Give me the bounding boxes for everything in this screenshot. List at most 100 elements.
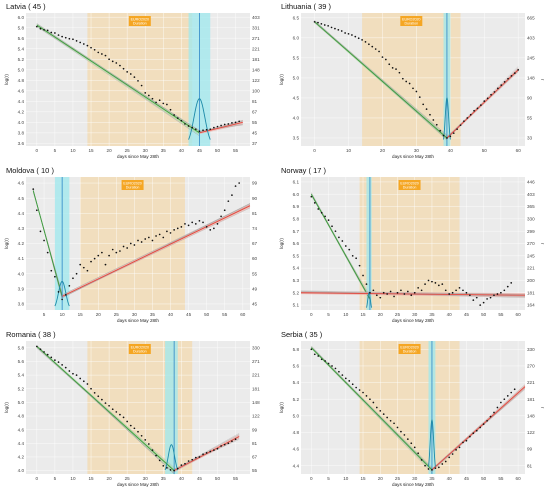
data-point <box>176 227 179 230</box>
x-tick-label: 0 <box>310 312 313 317</box>
data-point <box>424 464 426 467</box>
trend-before-line <box>314 21 448 139</box>
data-point <box>234 121 237 124</box>
y-tick-label: 3.8 <box>18 302 25 307</box>
data-point <box>403 434 406 436</box>
x-tick-label: 10 <box>60 312 66 317</box>
data-point <box>50 269 53 272</box>
data-point <box>459 124 462 127</box>
y-tick-label: 6.0 <box>18 15 25 20</box>
trend-before-bootstrap-line <box>36 26 200 136</box>
data-point <box>126 247 129 249</box>
trend-before-bootstrap-line <box>36 347 175 472</box>
data-point <box>358 264 361 267</box>
data-point <box>417 452 420 455</box>
data-point <box>209 229 212 231</box>
trend-before-bootstrap-line <box>311 347 433 474</box>
data-point <box>43 351 45 353</box>
data-point <box>507 77 509 80</box>
data-point <box>61 298 63 301</box>
x-tick-label: 40 <box>447 476 453 481</box>
y2-tick-label: 245 <box>527 253 535 258</box>
data-point <box>227 200 230 203</box>
y2-tick-label: 99 <box>252 181 258 186</box>
y2-tick-label: 122 <box>527 430 535 435</box>
x-tick-label: 25 <box>395 312 401 317</box>
data-point <box>180 464 183 466</box>
x-tick-label: 50 <box>215 148 221 153</box>
data-point <box>357 37 360 40</box>
data-point <box>489 415 492 418</box>
data-point <box>341 240 344 242</box>
data-point <box>57 291 60 293</box>
x-tick-label: 45 <box>464 312 470 317</box>
data-point <box>57 34 60 36</box>
data-point <box>429 113 431 116</box>
x-tick-label: 50 <box>481 312 487 317</box>
breakpoint-density <box>428 418 436 467</box>
data-point <box>122 416 125 419</box>
y2-tick-label: 181 <box>252 57 260 62</box>
trend-after-line <box>199 121 243 134</box>
data-point <box>458 286 461 289</box>
y-tick-label: 4.8 <box>18 78 25 83</box>
data-point <box>500 291 502 294</box>
data-point <box>469 435 471 438</box>
data-point <box>448 456 451 459</box>
data-point <box>400 289 402 292</box>
data-point <box>223 123 226 126</box>
data-point <box>331 365 333 367</box>
euro2020-window <box>87 13 193 146</box>
x-tick-label: 10 <box>346 148 352 153</box>
data-point <box>101 398 103 401</box>
data-point <box>420 289 423 292</box>
euro2020-badge-sublabel: Duration <box>133 22 147 26</box>
data-point <box>231 440 233 443</box>
data-point <box>223 443 226 446</box>
x-tick-label: 30 <box>143 148 149 153</box>
y2-tick-label: 245 <box>527 55 535 60</box>
x-tick-label: 10 <box>70 148 76 153</box>
data-point <box>462 441 464 444</box>
data-point <box>86 44 89 47</box>
data-point <box>455 289 457 292</box>
y-tick-label: 4.0 <box>18 271 25 276</box>
data-point <box>213 126 215 129</box>
y2-tick-label: 49 <box>252 286 258 291</box>
chart-panel-moldova: EURO2020 Duration 5 10 15 20 25 30 35 40 45 50 55 60 3… <box>0 164 275 328</box>
y2-tick-label: 270 <box>527 241 535 246</box>
data-point <box>437 466 440 469</box>
euro2020-badge <box>400 16 423 26</box>
data-point <box>198 456 201 458</box>
data-point <box>396 291 399 294</box>
data-point <box>442 134 445 137</box>
x-tick-label: 55 <box>498 312 504 317</box>
data-point <box>401 77 404 80</box>
x-tick-label: 10 <box>343 312 349 317</box>
data-point <box>50 356 53 359</box>
y2-tick-label: 221 <box>252 46 260 51</box>
data-point <box>104 263 107 266</box>
data-point <box>458 446 461 449</box>
data-point <box>344 32 346 34</box>
data-point <box>137 430 139 433</box>
y-tick-label: 5.3 <box>293 278 300 283</box>
data-point <box>111 60 114 63</box>
y-tick-label: 5.8 <box>18 25 25 30</box>
x-tick-label: 35 <box>429 312 435 317</box>
y2-tick-label: 55 <box>252 468 258 473</box>
data-point <box>365 283 368 285</box>
data-point <box>413 446 416 449</box>
euro2020-badge-sublabel: Duration <box>405 22 419 26</box>
data-point <box>61 364 63 366</box>
x-tick-label: 60 <box>516 476 522 481</box>
data-point <box>209 128 212 131</box>
data-point <box>417 286 420 289</box>
data-point <box>119 250 121 252</box>
data-point <box>441 283 444 285</box>
y2-tick-label: 148 <box>527 75 535 80</box>
data-point <box>486 97 489 100</box>
data-point <box>184 123 186 125</box>
